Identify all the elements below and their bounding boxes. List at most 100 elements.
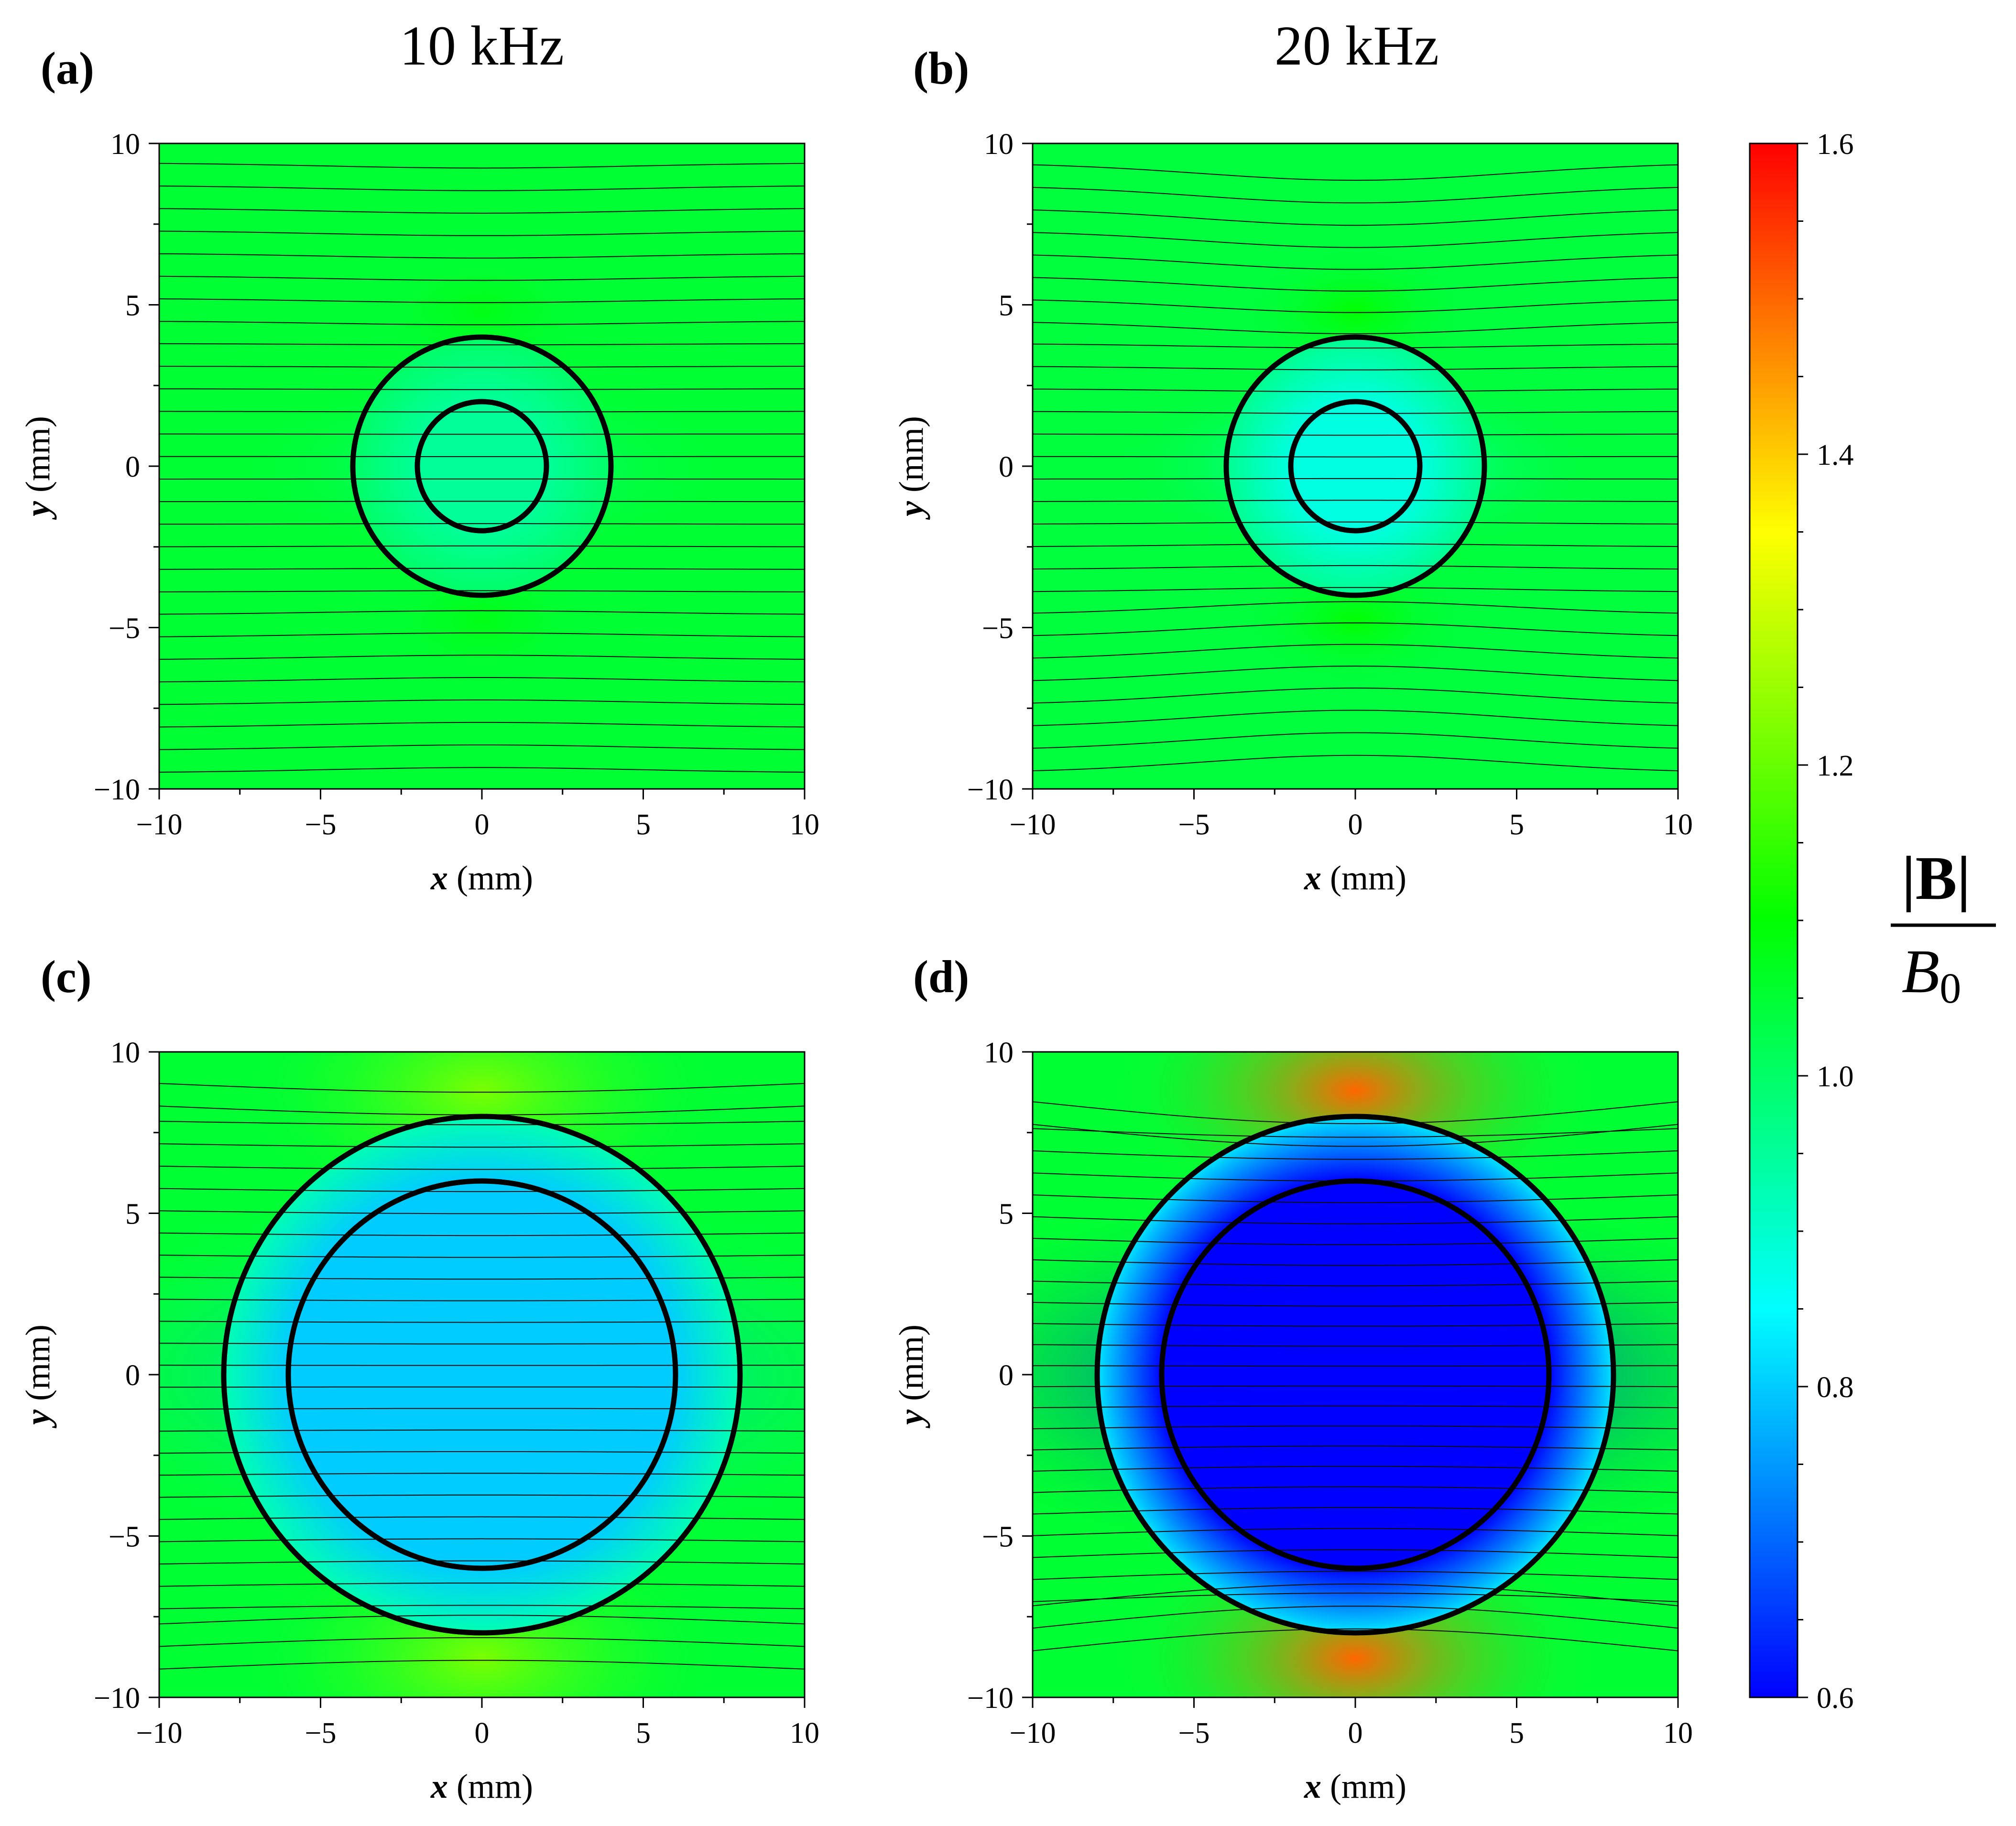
colorbar-tick-label: 1.2 — [1817, 750, 1854, 782]
panel-d-inner-circle — [1159, 1178, 1552, 1571]
panel-d-field-map — [1033, 1052, 1678, 1697]
panel-c-inner-circle — [285, 1178, 678, 1571]
x-tick-label: −5 — [305, 1717, 337, 1749]
field-line — [1033, 1237, 1678, 1246]
panel-c-y-axis-label: y (mm) — [19, 1324, 57, 1429]
colorbar-tick-label: 1.6 — [1817, 128, 1854, 161]
field-line — [159, 1408, 805, 1410]
field-line — [1033, 565, 1678, 570]
field-line — [159, 1188, 805, 1192]
field-line — [159, 411, 805, 413]
field-line — [159, 230, 805, 236]
colorbar-label-denominator-subscript: 0 — [1940, 965, 1961, 1012]
y-tick-label: 5 — [999, 290, 1013, 322]
field-line — [1033, 343, 1678, 349]
field-line — [159, 275, 805, 281]
field-line — [1033, 433, 1678, 436]
field-line — [1033, 687, 1678, 704]
field-line — [1033, 1606, 1678, 1629]
panel-b-x-axis-label: x (mm) — [1304, 859, 1406, 897]
x-tick-label: −5 — [305, 809, 337, 841]
field-line — [1033, 366, 1678, 371]
field-line — [159, 388, 805, 390]
field-line — [1033, 1486, 1678, 1493]
y-tick-label: −10 — [967, 1682, 1013, 1715]
panel-a-letter: (a) — [41, 43, 94, 94]
y-axis-unit: (mm) — [892, 1324, 930, 1410]
field-line — [1033, 1405, 1678, 1409]
column-title-10khz: 10 kHz — [400, 14, 564, 77]
field-line — [1033, 299, 1678, 313]
panel-c-field-lines — [159, 1083, 805, 1670]
field-line — [159, 590, 805, 592]
panel-d-field-interior — [1097, 1116, 1613, 1633]
x-tick-label: −10 — [1010, 809, 1056, 841]
panel-a-ticks — [149, 142, 806, 799]
field-line — [159, 1429, 805, 1432]
panel-a-field-map — [159, 163, 805, 773]
y-tick-label: 0 — [999, 1359, 1013, 1392]
field-line — [159, 1277, 805, 1280]
field-line — [159, 1121, 805, 1126]
field-line — [159, 1605, 805, 1609]
field-line — [1033, 732, 1678, 749]
field-line — [159, 1083, 805, 1093]
panel-a-field-lines — [159, 163, 805, 773]
y-tick-label: −10 — [967, 774, 1013, 806]
field-line — [1033, 1592, 1678, 1602]
x-tick-label: 5 — [636, 1717, 651, 1749]
panel-b-field-lobe-bottom — [1232, 550, 1478, 692]
colorbar-gradient — [1749, 142, 1798, 1698]
x-tick-label: 5 — [636, 809, 651, 841]
field-line — [159, 1299, 805, 1301]
field-line — [159, 1560, 805, 1564]
field-line — [159, 186, 805, 191]
y-tick-label: −5 — [982, 1521, 1013, 1553]
x-tick-label: 0 — [1348, 809, 1363, 841]
field-line — [159, 1321, 805, 1323]
x-tick-label: 0 — [1348, 1717, 1363, 1749]
field-line — [1033, 644, 1678, 659]
x-tick-label: −10 — [136, 809, 183, 841]
y-axis-variable: y — [19, 501, 57, 520]
field-line — [1033, 1528, 1678, 1536]
field-line — [1033, 1101, 1678, 1125]
y-tick-label: 0 — [999, 451, 1013, 483]
y-tick-label: −10 — [94, 1682, 140, 1715]
y-tick-label: −5 — [109, 1521, 140, 1553]
field-line — [159, 610, 805, 615]
field-line — [159, 1494, 805, 1498]
x-tick-label: −5 — [1178, 809, 1210, 841]
field-line — [1033, 666, 1678, 681]
x-tick-label: −10 — [1010, 1717, 1056, 1749]
field-line — [159, 321, 805, 326]
y-tick-label: −5 — [109, 612, 140, 645]
y-tick-label: 10 — [110, 128, 140, 161]
colorbar-tick-label: 1.0 — [1817, 1061, 1854, 1093]
panel-a-x-axis-label: x (mm) — [430, 859, 533, 897]
field-line — [1033, 209, 1678, 226]
field-line — [1033, 1259, 1678, 1266]
x-tick-label: 5 — [1509, 1717, 1524, 1749]
field-line — [159, 677, 805, 683]
x-axis-variable: x — [430, 1767, 448, 1805]
y-axis-variable: y — [892, 501, 930, 520]
colorbar-label-denominator-base: B — [1902, 937, 1940, 1006]
x-tick-label: 0 — [475, 1717, 490, 1749]
colorbar: 0.6 0.8 1.0 1.2 1.4 1.6 — [1749, 128, 1854, 1715]
panel-d-x-axis-label: x (mm) — [1304, 1767, 1406, 1805]
x-tick-label: 10 — [1663, 809, 1693, 841]
panel-b-y-axis-label: y (mm) — [892, 416, 930, 520]
field-line — [159, 1210, 805, 1214]
field-line — [1033, 1571, 1678, 1580]
panel-b-field-interior — [1226, 337, 1484, 595]
panel-b-outer-circle — [1223, 334, 1487, 598]
panel-b-field-lobe-top — [1232, 240, 1478, 383]
x-tick-label: −5 — [1178, 1717, 1210, 1749]
field-line — [159, 253, 805, 259]
field-line — [1033, 622, 1678, 636]
field-line — [159, 1386, 805, 1388]
field-line — [159, 1473, 805, 1476]
